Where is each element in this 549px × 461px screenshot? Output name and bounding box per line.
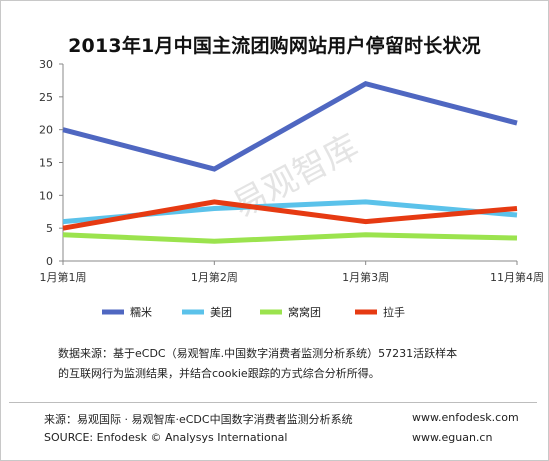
data-source-note: 数据来源：基于eCDC（易观智库.中国数字消费者监测分析系统）57231活跃样本…: [58, 344, 513, 384]
y-tick-label: 0: [46, 255, 53, 268]
x-tick-label: 1月第2周: [191, 270, 238, 284]
footer-url-eguan[interactable]: www.eguan.cn: [412, 431, 493, 444]
y-tick-label: 5: [46, 222, 53, 235]
series-line-糯米: [62, 81, 518, 172]
x-tick-label: 1月第3周: [342, 270, 389, 284]
footer-source-en: SOURCE: Enfodesk © Analysys Internationa…: [44, 431, 288, 444]
y-tick-label: 30: [39, 58, 53, 71]
x-tick-label: 11月第4周: [490, 270, 544, 284]
series-line-拉手: [62, 199, 518, 231]
footer-divider: [9, 402, 537, 403]
y-tick-label: 10: [39, 189, 53, 202]
legend-label: 糯米: [130, 305, 152, 319]
note-line-2: 的互联网行为监测结果，并结合cookie跟踪的方式综合分析所得。: [58, 367, 380, 380]
legend-label: 拉手: [383, 305, 405, 319]
chart-title: 2013年1月中国主流团购网站用户停留时长状况: [68, 35, 481, 57]
legend-label: 美团: [210, 306, 232, 319]
series-line-窝窝团: [62, 232, 518, 244]
note-line-1: 数据来源：基于eCDC（易观智库.中国数字消费者监测分析系统）57231活跃样本: [58, 347, 458, 360]
y-tick-label: 20: [39, 124, 53, 137]
y-tick-label: 25: [39, 91, 53, 104]
y-tick-label: 15: [39, 157, 53, 170]
footer-url-enfodesk[interactable]: www.enfodesk.com: [412, 411, 519, 424]
legend-label: 窝窝团: [288, 305, 321, 319]
x-tick-label: 1月第1周: [40, 270, 87, 284]
footer-source-cn: 来源：易观国际 · 易观智库·eCDC中国数字消费者监测分析系统: [44, 413, 353, 426]
